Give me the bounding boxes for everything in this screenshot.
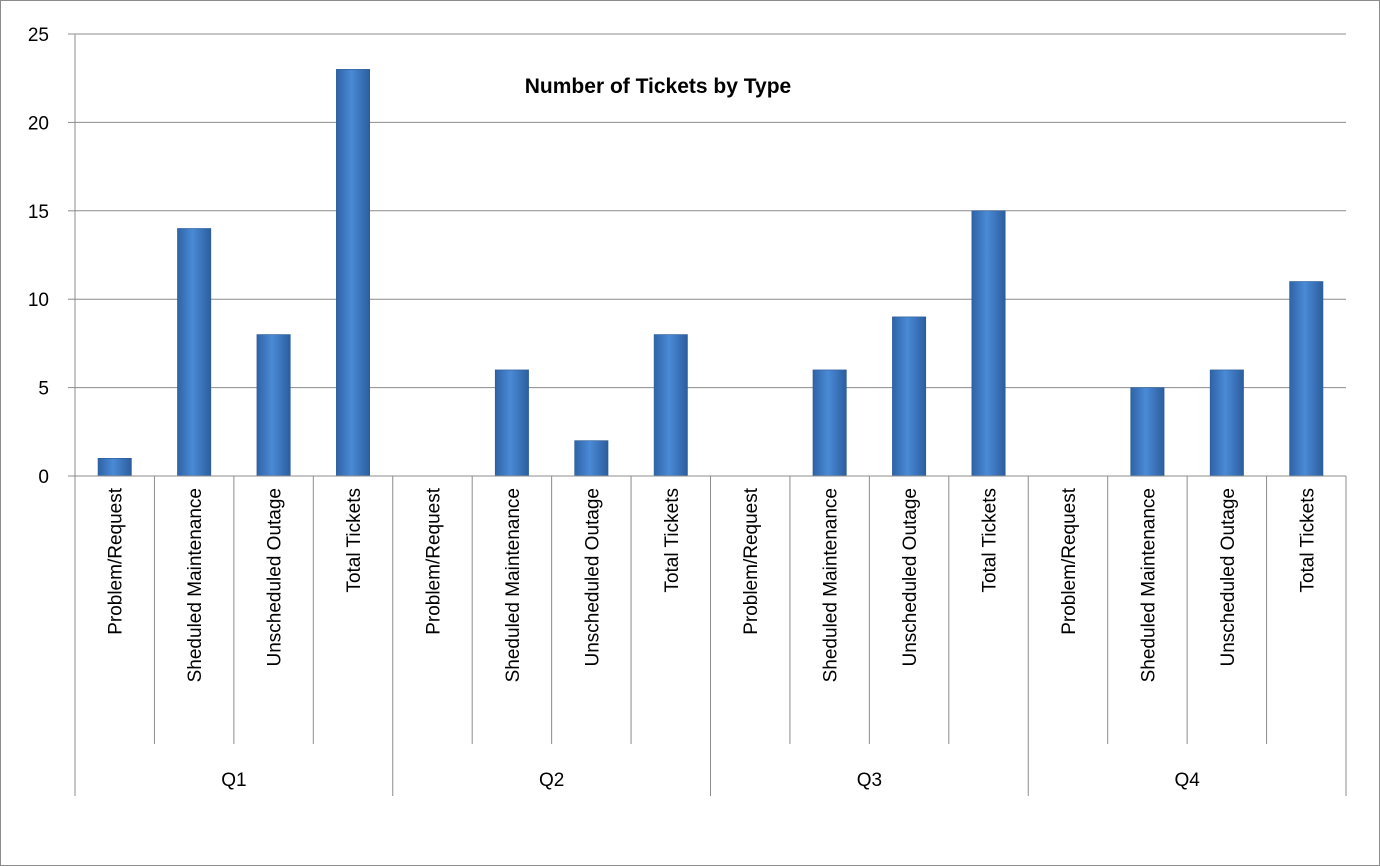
category-label: Sheduled Maintenance bbox=[1138, 488, 1159, 682]
category-label: Sheduled Maintenance bbox=[821, 488, 842, 682]
y-tick-label: 5 bbox=[38, 379, 49, 400]
group-label: Q2 bbox=[539, 770, 564, 791]
category-label: Total Tickets bbox=[980, 488, 1001, 593]
bar-Q2-2 bbox=[574, 440, 609, 477]
category-label: Total Tickets bbox=[1297, 488, 1318, 593]
category-label: Total Tickets bbox=[344, 488, 365, 593]
bar-Q3-3 bbox=[971, 210, 1006, 477]
category-label: Problem/Request bbox=[1059, 487, 1080, 635]
category-label: Problem/Request bbox=[741, 487, 762, 635]
category-label: Problem/Request bbox=[106, 487, 127, 635]
y-tick-label: 10 bbox=[28, 290, 49, 311]
bar-Q4-3 bbox=[1289, 281, 1324, 477]
bar-Q2-3 bbox=[653, 334, 688, 477]
y-tick-label: 0 bbox=[38, 467, 49, 488]
category-label: Total Tickets bbox=[662, 488, 683, 593]
group-label: Q4 bbox=[1174, 770, 1200, 791]
bar-Q3-1 bbox=[812, 369, 847, 477]
category-label: Sheduled Maintenance bbox=[185, 488, 206, 682]
group-label: Q1 bbox=[221, 770, 246, 791]
bars bbox=[97, 69, 1324, 477]
bar-Q1-1 bbox=[177, 228, 212, 477]
bar-Q1-2 bbox=[256, 334, 291, 477]
category-label: Problem/Request bbox=[423, 487, 444, 635]
y-tick-label: 15 bbox=[28, 202, 49, 223]
category-label: Unscheduled Outage bbox=[265, 488, 286, 667]
chart-title: Number of Tickets by Type bbox=[525, 75, 791, 98]
bar-Q4-1 bbox=[1130, 387, 1165, 477]
bar-Q2-1 bbox=[494, 369, 529, 477]
group-label: Q3 bbox=[857, 770, 882, 791]
category-label: Unscheduled Outage bbox=[582, 488, 603, 667]
axes: 0 5 10 15 20 25 Problem/Request Sheduled Mainte… bbox=[28, 25, 1347, 796]
category-label: Unscheduled Outage bbox=[1218, 488, 1239, 667]
y-tick-label: 20 bbox=[28, 113, 49, 134]
y-tick-label: 25 bbox=[28, 25, 49, 46]
bar-Q1-0 bbox=[97, 458, 132, 477]
category-label: Unscheduled Outage bbox=[900, 488, 921, 667]
bar-Q4-2 bbox=[1209, 369, 1244, 477]
category-label: Sheduled Maintenance bbox=[503, 488, 524, 682]
bar-Q3-2 bbox=[892, 316, 927, 477]
bar-Q1-3 bbox=[336, 69, 371, 477]
